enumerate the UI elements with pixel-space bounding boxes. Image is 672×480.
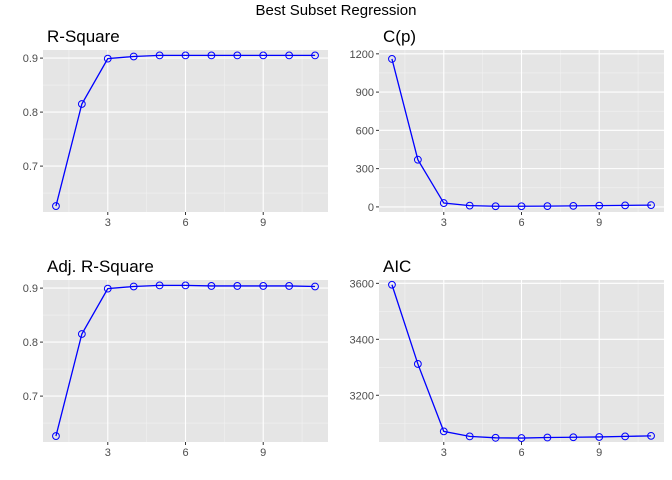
- c-p-title: C(p): [383, 27, 416, 46]
- adj-r-square-data-point: [259, 282, 268, 290]
- adj-r-square-series-line: [55, 284, 316, 437]
- c-p-data-point: [439, 199, 448, 207]
- r-square-y-tick-label: 0.8: [23, 107, 38, 119]
- aic-x-tick-label: 9: [596, 447, 602, 459]
- r-square-data-point: [77, 100, 86, 108]
- aic-data-point: [647, 431, 655, 440]
- aic-data-point: [491, 433, 500, 442]
- aic-data-point: [543, 433, 552, 442]
- r-square-y-tick-label: 0.9: [23, 53, 38, 65]
- r-square-x-tick-label: 6: [182, 217, 188, 229]
- adj-r-square-panel: Adj. R-Square 0.7 0.8 0.9 3 6 9: [23, 257, 328, 459]
- aic-series-line: [391, 284, 652, 439]
- adj-r-square-data-point: [52, 432, 60, 440]
- r-square-data-point: [181, 51, 190, 60]
- aic-data-point: [413, 360, 422, 368]
- r-square-series-line: [55, 54, 316, 207]
- c-p-data-point: [388, 55, 396, 63]
- c-p-x-tick-label: 9: [596, 217, 602, 229]
- r-square-data-point: [52, 202, 60, 210]
- aic-data-point: [517, 434, 526, 442]
- r-square-data-point: [311, 51, 319, 60]
- aic-y-tick-label: 3600: [350, 278, 374, 290]
- c-p-data-point: [647, 201, 655, 210]
- r-square-data-point: [155, 51, 164, 60]
- c-p-data-point: [569, 201, 578, 210]
- aic-data-point: [569, 433, 578, 442]
- adj-r-square-data-point: [181, 281, 190, 290]
- adj-r-square-data-point: [129, 282, 138, 291]
- adj-r-square-data-point: [103, 284, 112, 293]
- r-square-panel: R-Square 0.7 0.8 0.9 3 6 9: [23, 27, 328, 229]
- c-p-x-tick-label: 6: [518, 217, 524, 229]
- r-square-data-point: [207, 51, 216, 60]
- main-title: Best Subset Regression: [255, 2, 417, 19]
- adj-r-square-data-point: [155, 281, 164, 290]
- adj-r-square-x-tick-label: 6: [182, 447, 188, 459]
- adj-r-square-data-point: [207, 282, 216, 290]
- r-square-title: R-Square: [47, 27, 120, 46]
- aic-data-point: [595, 433, 604, 441]
- c-p-data-point: [595, 201, 604, 210]
- c-p-y-tick-label: 600: [356, 125, 374, 137]
- c-p-y-tick-label: 1200: [350, 49, 374, 61]
- c-p-data-point: [491, 202, 500, 211]
- adj-r-square-y-tick-label: 0.7: [23, 391, 38, 403]
- r-square-x-tick-label: 9: [260, 217, 266, 229]
- c-p-y-tick-label: 0: [368, 202, 374, 214]
- c-p-x-tick-label: 3: [441, 217, 447, 229]
- aic-x-tick-label: 6: [518, 447, 524, 459]
- r-square-x-tick-label: 3: [105, 217, 111, 229]
- adj-r-square-data-point: [311, 282, 319, 291]
- r-square-data-point: [233, 51, 242, 60]
- c-p-data-point: [621, 201, 630, 210]
- aic-panel: AIC 3200 3400 3600 3 6 9: [350, 257, 664, 459]
- c-p-y-tick-label: 300: [356, 164, 374, 176]
- aic-title: AIC: [383, 257, 411, 276]
- adj-r-square-title: Adj. R-Square: [47, 257, 154, 276]
- adj-r-square-x-tick-label: 9: [260, 447, 266, 459]
- aic-data-point: [439, 427, 448, 436]
- adj-r-square-data-point: [233, 282, 242, 290]
- aic-data-point: [465, 432, 474, 441]
- aic-data-point: [388, 280, 396, 289]
- r-square-data-point: [103, 54, 112, 63]
- adj-r-square-data-point: [285, 282, 294, 290]
- r-square-data-point: [259, 51, 268, 60]
- r-square-data-point: [285, 51, 294, 60]
- c-p-y-tick-label: 900: [356, 87, 374, 99]
- cp-panel: C(p) 0 300 600 900 1200 3 6 9: [350, 27, 664, 229]
- r-square-y-tick-label: 0.7: [23, 161, 38, 173]
- adj-r-square-x-tick-label: 3: [105, 447, 111, 459]
- adj-r-square-y-tick-label: 0.9: [23, 283, 38, 295]
- c-p-data-point: [465, 201, 474, 210]
- aic-y-tick-label: 3400: [350, 334, 374, 346]
- aic-y-tick-label: 3200: [350, 390, 374, 402]
- c-p-series-line: [391, 58, 652, 207]
- c-p-data-point: [413, 155, 422, 164]
- aic-data-point: [621, 432, 630, 441]
- r-square-data-point: [129, 52, 138, 61]
- c-p-data-point: [543, 202, 552, 211]
- c-p-data-point: [517, 202, 526, 211]
- aic-x-tick-label: 3: [441, 447, 447, 459]
- adj-r-square-data-point: [77, 330, 86, 338]
- adj-r-square-y-tick-label: 0.8: [23, 337, 38, 349]
